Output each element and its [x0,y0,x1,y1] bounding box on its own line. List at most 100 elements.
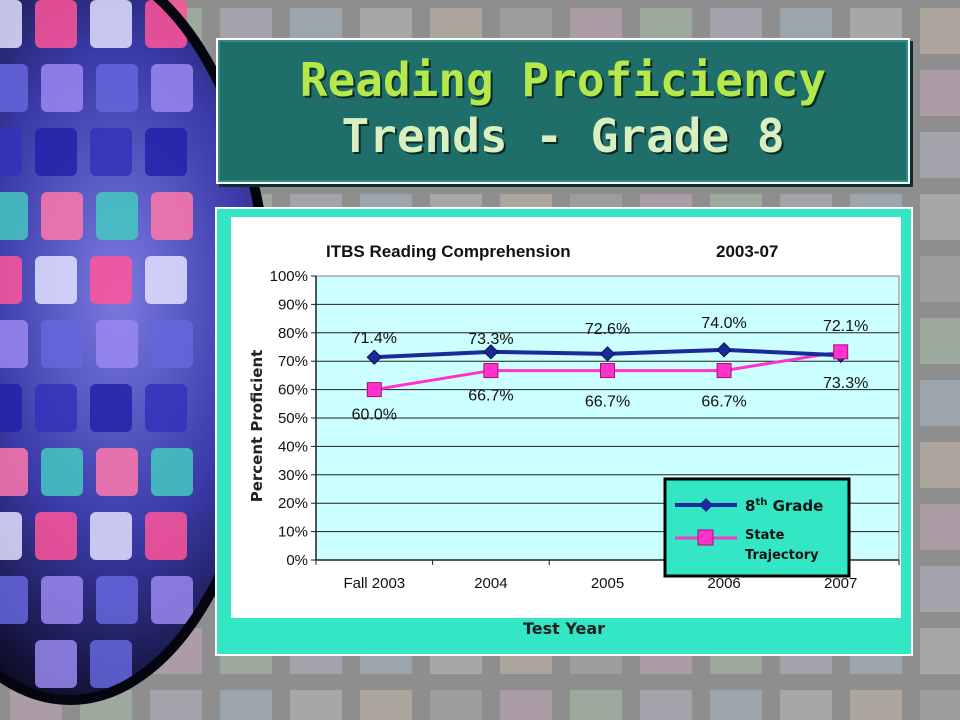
sphere-tile [41,320,83,368]
sphere-tile [96,576,138,624]
sphere-tile [0,192,28,240]
chart-subtitle: 2003-07 [716,242,778,261]
sphere-tile [90,128,132,176]
sphere-tile [145,512,187,560]
y-tick-label: 80% [278,325,308,342]
background-tile [780,690,832,720]
sphere-tile [145,256,187,304]
background-tile [920,194,960,240]
data-label-8th-grade: 71.4% [352,330,397,347]
sphere-tile [35,0,77,48]
sphere-tile [35,256,77,304]
sphere-tile [41,576,83,624]
sphere-tile [96,64,138,112]
background-tile [220,690,272,720]
point-state-trajectory [833,344,849,360]
title-banner: Reading Proficiency Trends - Grade 8 [216,38,910,184]
sphere-tile [0,0,22,48]
sphere-tile [90,384,132,432]
data-label-8th-grade: 72.1% [823,318,868,335]
background-tile [360,690,412,720]
background-tile [430,690,482,720]
data-label-state-trajectory: 60.0% [352,407,397,424]
data-label-8th-grade: 74.0% [701,315,746,332]
data-label-state-trajectory: 66.7% [468,388,513,405]
sphere-tile [0,576,28,624]
background-tile [920,70,960,116]
y-tick-label: 10% [278,524,308,541]
y-tick-label: 30% [278,467,308,484]
background-tile [920,566,960,612]
point-state-trajectory [366,382,382,398]
y-tick-label: 90% [278,296,308,313]
point-state-trajectory [716,363,732,379]
sphere-tile [0,64,28,112]
sphere-tile [0,320,28,368]
background-tile [920,628,960,674]
background-tile [290,690,342,720]
background-tile [920,318,960,364]
sphere-tile [35,128,77,176]
y-tick-label: 0% [286,552,308,569]
background-tile [920,132,960,178]
background-tile [920,8,960,54]
title-line-2: Trends - Grade 8 [341,109,785,163]
slide-title: Reading Proficiency Trends - Grade 8 [218,52,908,164]
line-chart: ITBS Reading Comprehension 2003-07 0% 10% 20… [248,242,900,592]
sphere-tile [145,384,187,432]
sphere-tile [90,640,132,688]
sphere-tile [96,192,138,240]
background-tile [570,690,622,720]
title-line-1: Reading Proficiency [299,53,827,107]
x-tick-label: 2006 [707,575,740,592]
point-state-trajectory [600,363,615,379]
background-tile [850,690,902,720]
x-axis-label: Test Year [522,619,606,638]
sphere-tile [90,256,132,304]
y-tick-label: 50% [278,410,308,427]
y-tick-label: 100% [270,268,308,285]
legend-label-state-line2: Trajectory [745,548,819,563]
sphere-tile [0,512,22,560]
sphere-tile [0,384,22,432]
point-8th-grade [599,346,616,362]
sphere-tile [145,128,187,176]
data-label-8th-grade: 72.6% [585,321,630,338]
point-state-trajectory [483,363,499,379]
sphere-tile [35,512,77,560]
data-label-state-trajectory: 66.7% [701,394,746,411]
sphere-tile [90,0,132,48]
background-tile [710,690,762,720]
sphere-tile [35,384,77,432]
sphere-tile [90,512,132,560]
sphere-tile [41,448,83,496]
x-tick-label: Fall 2003 [343,575,405,592]
background-tile [920,380,960,426]
point-8th-grade [716,342,732,358]
sphere-tile [151,192,193,240]
data-label-state-trajectory: 73.3% [823,375,868,392]
chart-title: ITBS Reading Comprehension [326,242,571,261]
sphere-tile [41,64,83,112]
sphere-tile [151,320,193,368]
y-axis-label: Percent Proficient [248,350,266,503]
sphere-tile [0,256,22,304]
chart-area: ITBS Reading Comprehension 2003-07 0% 10% 20… [231,217,901,618]
y-tick-label: 20% [278,495,308,512]
y-tick-label: 40% [278,438,308,455]
sphere-tile [151,448,193,496]
legend-marker-8th-grade [699,498,713,512]
sphere-tile [0,128,22,176]
background-tile [640,690,692,720]
data-label-state-trajectory: 66.7% [585,394,630,411]
point-8th-grade [366,349,383,365]
chart-panel: ITBS Reading Comprehension 2003-07 0% 10% 20… [215,207,913,656]
point-8th-grade [483,344,499,360]
sphere-tile [35,640,77,688]
background-tile [500,690,552,720]
sphere-tile [151,64,193,112]
x-tick-label: 2004 [474,575,507,592]
sphere-tile [0,448,28,496]
sphere-tile [41,192,83,240]
legend-label-8th-grade: 8th Grade [745,497,823,515]
